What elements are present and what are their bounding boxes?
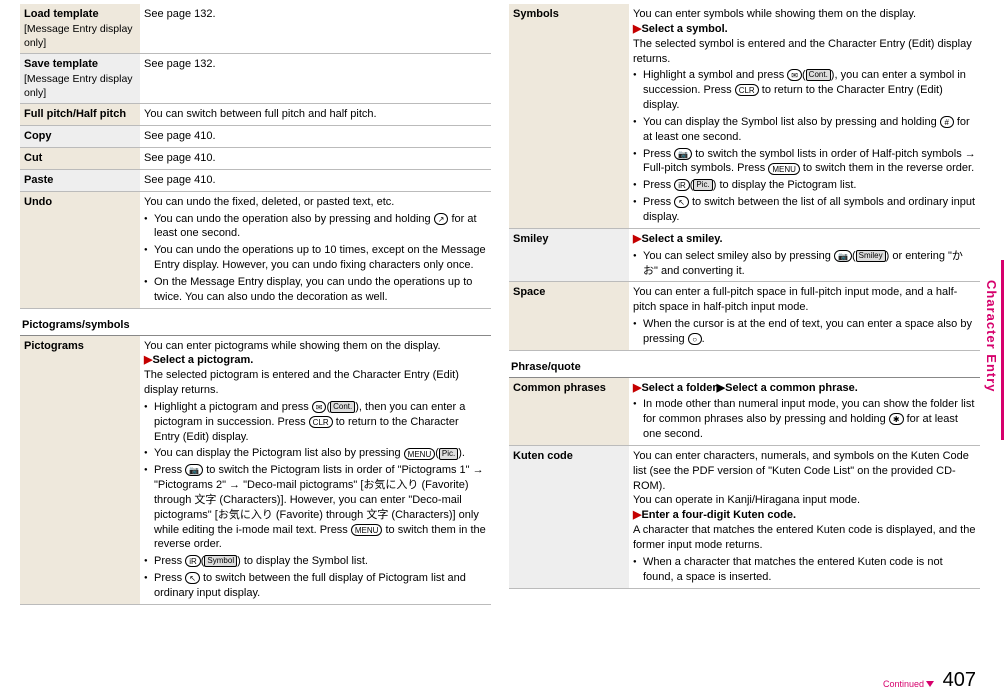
continued-indicator: Continued <box>883 678 934 690</box>
row-label: Paste <box>20 169 140 191</box>
continued-arrow-icon <box>926 681 934 687</box>
continued-text: Continued <box>883 678 924 690</box>
row-desc: See page 410. <box>140 169 491 191</box>
space-label: Space <box>509 282 629 350</box>
symbols-desc: You can enter symbols while showing them… <box>629 4 980 228</box>
row-desc: See page 410. <box>140 148 491 170</box>
smiley-label: Smiley <box>509 228 629 282</box>
undo-desc: You can undo the fixed, deleted, or past… <box>140 191 491 308</box>
space-desc: You can enter a full-pitch space in full… <box>629 282 980 350</box>
symbols-label: Symbols <box>509 4 629 228</box>
common-label: Common phrases <box>509 378 629 446</box>
top-table: Load template[Message Entry display only… <box>20 4 491 309</box>
row-desc: See page 132. <box>140 4 491 54</box>
undo-label: Undo <box>20 191 140 308</box>
pictograms-label: Pictograms <box>20 336 140 605</box>
pictograms-desc: You can enter pictograms while showing t… <box>140 336 491 605</box>
row-label: Cut <box>20 148 140 170</box>
row-label: Full pitch/Half pitch <box>20 104 140 126</box>
phrase-header: Phrase/quote <box>509 357 980 378</box>
page-number: 407 <box>943 667 976 694</box>
row-label: Copy <box>20 126 140 148</box>
row-label: Save template[Message Entry display only… <box>20 54 140 104</box>
kuten-label: Kuten code <box>509 445 629 588</box>
row-desc: You can switch between full pitch and ha… <box>140 104 491 126</box>
phrase-table: Common phrases ▶Select a folder▶Select a… <box>509 378 980 589</box>
pictograms-table: Pictograms You can enter pictograms whil… <box>20 336 491 605</box>
side-label: Character Entry <box>982 280 1000 393</box>
row-desc: See page 410. <box>140 126 491 148</box>
row-label: Load template[Message Entry display only… <box>20 4 140 54</box>
right-column: Symbols You can enter symbols while show… <box>509 4 980 605</box>
kuten-desc: You can enter characters, numerals, and … <box>629 445 980 588</box>
smiley-desc: ▶Select a smiley.You can select smiley a… <box>629 228 980 282</box>
left-column: Load template[Message Entry display only… <box>20 4 491 605</box>
row-desc: See page 132. <box>140 54 491 104</box>
symbols-table: Symbols You can enter symbols while show… <box>509 4 980 351</box>
pictograms-header: Pictograms/symbols <box>20 315 491 336</box>
common-desc: ▶Select a folder▶Select a common phrase.… <box>629 378 980 446</box>
